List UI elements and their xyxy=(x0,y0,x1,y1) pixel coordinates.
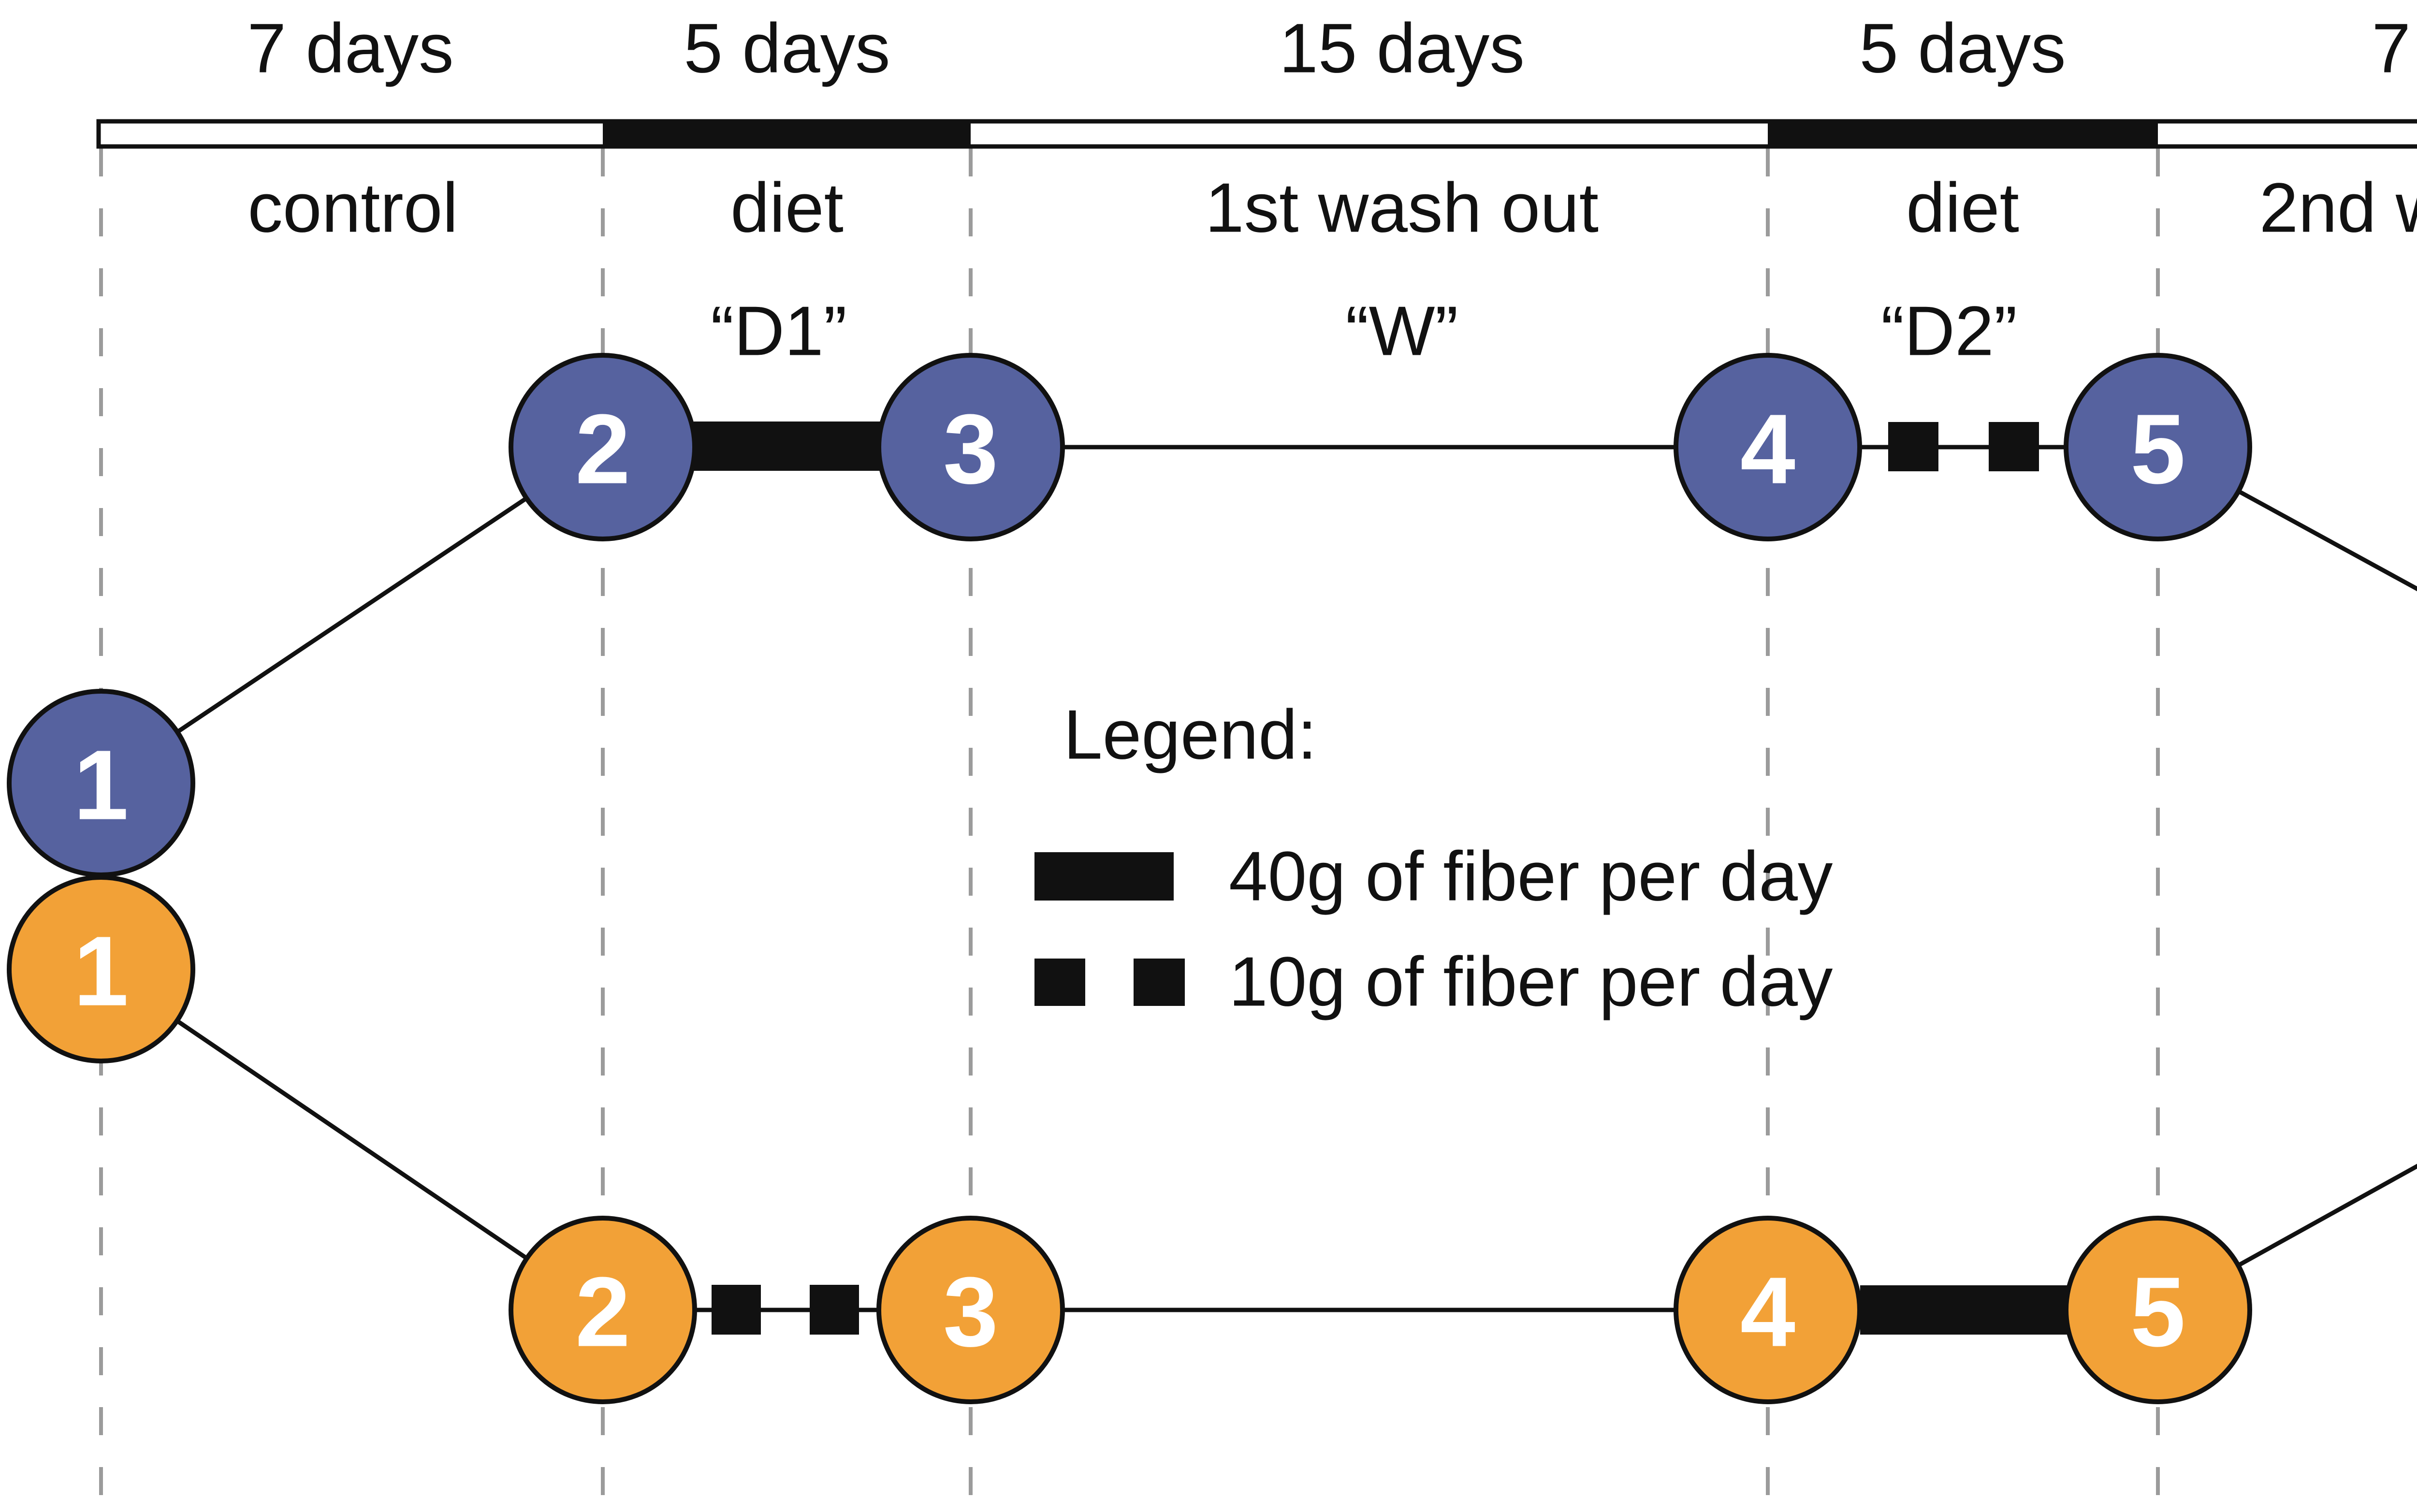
legend-item-10g-label: 10g of fiber per day xyxy=(1229,942,1833,1021)
blue-d2-10g-square-2 xyxy=(1989,422,2039,471)
blue-node-2-number: 2 xyxy=(575,393,631,505)
period-code-w: “W” xyxy=(1345,291,1458,370)
connector-orange-1-2 xyxy=(100,967,604,1312)
legend-swatches xyxy=(1034,852,1185,1006)
orange-node-4-number: 4 xyxy=(1740,1256,1796,1367)
connector-blue-5-6 xyxy=(2156,445,2417,592)
legend-10g-square-swatch-2 xyxy=(1134,959,1185,1006)
legend-item-40g-label: 40g of fiber per day xyxy=(1229,837,1833,916)
orange-d2-40g-bar xyxy=(1860,1285,2068,1335)
duration-label-1: 7 days xyxy=(247,9,454,87)
blue-node-1-number: 1 xyxy=(73,729,129,841)
blue-node-4-number: 4 xyxy=(1740,393,1796,505)
blue-node-3-number: 3 xyxy=(943,393,999,505)
diet2-bar-segment xyxy=(1768,119,2158,148)
connector-blue-1-2 xyxy=(100,445,604,785)
fiber-marks xyxy=(694,422,2068,1335)
duration-label-4: 5 days xyxy=(1859,9,2066,87)
blue-node-5 xyxy=(2064,353,2252,541)
orange-node-1 xyxy=(7,875,195,1063)
orange-node-2-number: 2 xyxy=(575,1256,631,1367)
diet1-bar-segment xyxy=(603,119,971,148)
blue-arm-nodes xyxy=(7,353,2252,877)
period-code-d2: “D2” xyxy=(1881,291,2017,370)
orange-node-3 xyxy=(876,1216,1065,1404)
timeline-bar xyxy=(96,119,2417,149)
duration-label-5: 7 days xyxy=(2372,9,2417,87)
duration-label-2: 5 days xyxy=(684,9,890,87)
blue-node-5-number: 5 xyxy=(2130,393,2186,505)
orange-arm-nodes xyxy=(7,875,2252,1404)
phase-label-diet-2: diet xyxy=(1906,168,2019,247)
blue-node-4 xyxy=(1674,353,1862,541)
legend-40g-bar-swatch xyxy=(1034,852,1174,901)
orange-node-5 xyxy=(2064,1216,2252,1404)
phase-label-washout-1: 1st wash out xyxy=(1205,168,1599,247)
orange-d1-10g-square-1 xyxy=(712,1285,761,1335)
legend-10g-square-swatch-1 xyxy=(1034,959,1085,1006)
legend-title: Legend: xyxy=(1063,695,1317,774)
period-code-d1: “D1” xyxy=(711,291,847,370)
connector-orange-5-6 xyxy=(2156,1163,2417,1312)
orange-node-2 xyxy=(509,1216,697,1404)
phase-label-diet-1: diet xyxy=(730,168,844,247)
orange-d1-10g-square-2 xyxy=(810,1285,859,1335)
blue-node-2 xyxy=(509,353,697,541)
orange-node-5-number: 5 xyxy=(2130,1256,2186,1367)
phase-label-washout-2: 2nd wash out xyxy=(2259,168,2417,247)
orange-node-3-number: 3 xyxy=(943,1256,999,1367)
orange-node-1-number: 1 xyxy=(73,916,129,1027)
blue-d1-40g-bar xyxy=(694,422,883,471)
blue-d2-10g-square-1 xyxy=(1888,422,1938,471)
duration-label-3: 15 days xyxy=(1279,9,1525,87)
blue-node-3 xyxy=(876,353,1065,541)
orange-node-4 xyxy=(1674,1216,1862,1404)
phase-label-control: control xyxy=(248,168,458,247)
